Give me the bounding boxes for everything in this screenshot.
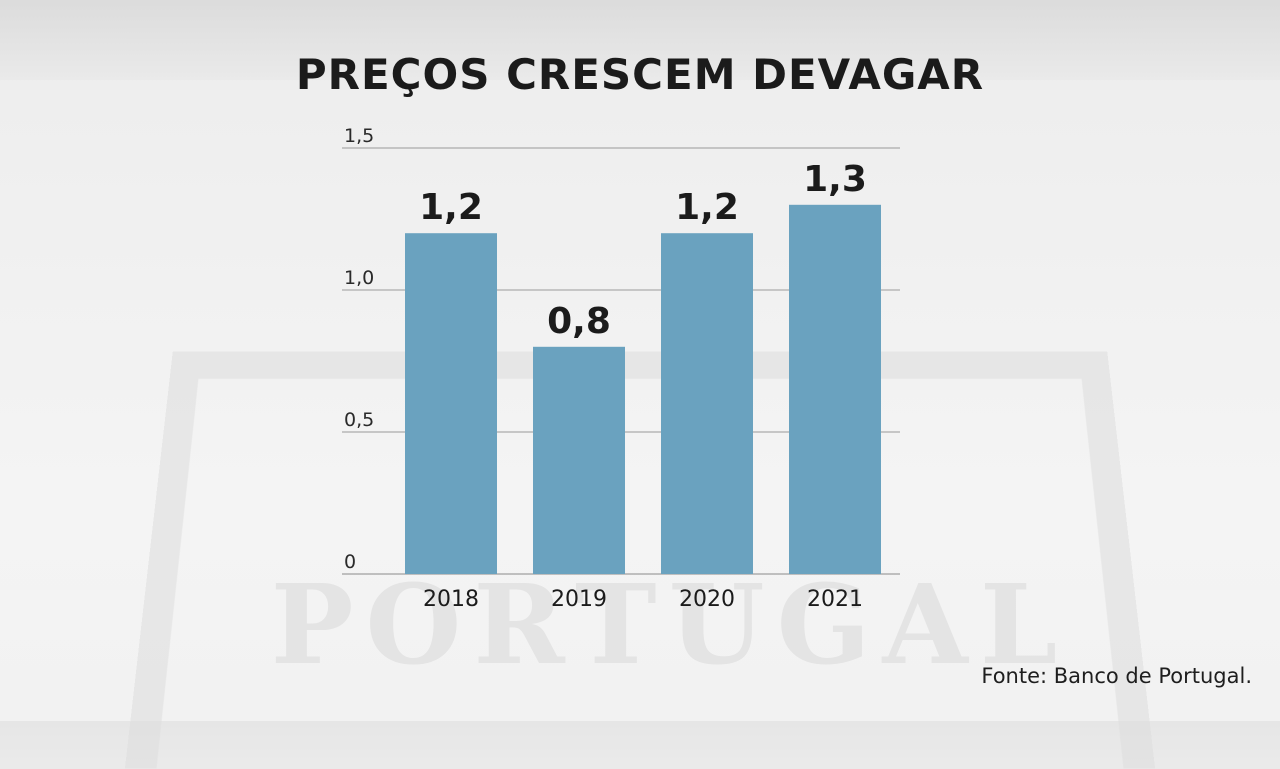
source-note: Fonte: Banco de Portugal. [981, 664, 1252, 688]
x-tick-label: 2021 [807, 587, 863, 612]
y-tick-label: 1,5 [344, 125, 374, 147]
bar-chart: 0 0,5 1,0 1,5 1,2 2018 0,8 2019 1,2 2020 1,3 2021 [342, 125, 900, 612]
bar [661, 233, 753, 574]
bar [789, 204, 881, 575]
x-tick-label: 2018 [423, 587, 479, 612]
x-tick-label: 2019 [551, 587, 607, 612]
background-watermark: PORTUGAL [270, 560, 1070, 689]
bar [533, 346, 625, 574]
y-tick-label: 0,5 [344, 409, 374, 431]
bar-value-label: 1,2 [675, 187, 739, 228]
bar-value-label: 1,2 [419, 187, 483, 228]
y-tick-label: 0 [344, 551, 356, 573]
bar-value-label: 0,8 [547, 301, 611, 342]
chart-title: PREÇOS CRESCEM DEVAGAR [295, 50, 985, 99]
y-tick-label: 1,0 [344, 267, 374, 289]
x-tick-label: 2020 [679, 587, 735, 612]
bar [405, 233, 497, 574]
bar-value-label: 1,3 [803, 159, 867, 200]
background-photo-top [0, 0, 1280, 80]
